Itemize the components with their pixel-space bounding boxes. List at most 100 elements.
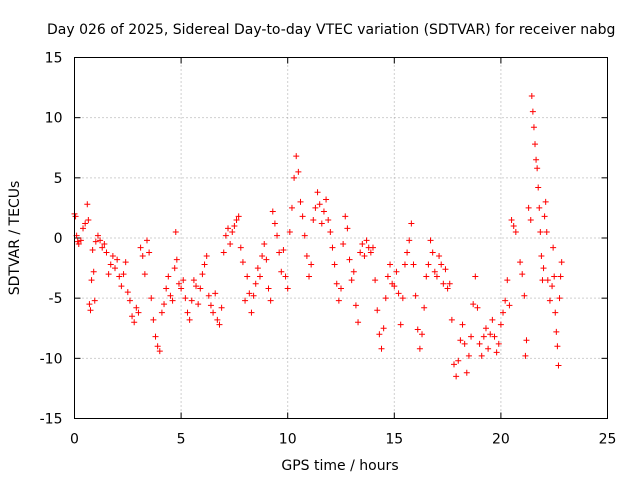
data-point-marker [306, 273, 313, 280]
data-point-marker [172, 228, 179, 235]
data-point-marker [384, 273, 391, 280]
data-point-marker [316, 201, 323, 208]
data-point-marker [91, 297, 98, 304]
data-point-marker [178, 285, 185, 292]
data-point-marker [421, 304, 428, 311]
data-point-marker [374, 307, 381, 314]
data-point-marker [450, 361, 457, 368]
x-tick-label: 0 [70, 432, 79, 448]
data-point-marker [557, 273, 564, 280]
data-point-marker [541, 213, 548, 220]
data-point-marker [205, 292, 212, 299]
data-point-marker [276, 249, 283, 256]
data-point-marker [380, 325, 387, 332]
data-point-marker [244, 273, 251, 280]
y-tick-label: 5 [54, 171, 63, 187]
data-point-marker [299, 213, 306, 220]
x-tick-label: 25 [599, 432, 617, 448]
data-point-marker [225, 225, 232, 232]
data-point-marker [252, 280, 259, 287]
data-point-marker [538, 253, 545, 260]
data-point-marker [154, 343, 161, 350]
data-point-marker [542, 198, 549, 205]
data-point-marker [457, 337, 464, 344]
data-point-marker [180, 277, 187, 284]
data-point-marker [184, 309, 191, 316]
data-point-marker [551, 273, 558, 280]
data-point-marker [175, 280, 182, 287]
data-point-marker [250, 292, 257, 299]
data-point-marker [188, 297, 195, 304]
data-point-marker [109, 253, 116, 260]
data-point-marker [397, 321, 404, 328]
data-point-marker [80, 225, 87, 232]
data-point-marker [342, 213, 349, 220]
data-point-marker [171, 265, 178, 272]
data-point-marker [99, 244, 106, 251]
data-point-marker [169, 297, 176, 304]
data-point-marker [148, 295, 155, 302]
data-point-marker [82, 220, 89, 227]
data-point-marker [182, 295, 189, 302]
data-point-marker [90, 268, 97, 275]
data-point-marker [293, 153, 300, 160]
data-point-marker [85, 216, 92, 223]
data-point-marker [278, 268, 285, 275]
data-point-marker [89, 247, 96, 254]
data-point-marker [404, 249, 411, 256]
data-point-marker [286, 228, 293, 235]
data-point-marker [193, 283, 200, 290]
data-point-marker [478, 352, 485, 359]
data-point-marker [197, 285, 204, 292]
data-point-marker [527, 216, 534, 223]
data-point-marker [427, 237, 434, 244]
data-point-marker [139, 253, 146, 260]
data-point-marker [433, 273, 440, 280]
data-point-marker [554, 343, 561, 350]
data-point-marker [536, 204, 543, 211]
x-tick-label: 15 [385, 432, 403, 448]
data-point-marker [101, 241, 108, 248]
data-point-marker [325, 216, 332, 223]
data-point-marker [399, 295, 406, 302]
data-point-marker [429, 249, 436, 256]
data-point-marker [207, 302, 214, 309]
data-point-marker [355, 319, 362, 326]
data-point-marker [199, 271, 206, 278]
data-point-marker [284, 285, 291, 292]
data-point-marker [303, 253, 310, 260]
data-point-marker [465, 352, 472, 359]
data-point-marker [141, 271, 148, 278]
data-point-marker [558, 259, 565, 266]
data-point-marker [489, 316, 496, 323]
data-point-marker [112, 265, 119, 272]
data-point-marker [163, 285, 170, 292]
data-point-marker [534, 165, 541, 172]
chart-title: Day 026 of 2025, Sidereal Day-to-day VTE… [47, 22, 615, 38]
data-point-marker [556, 295, 563, 302]
data-point-marker [301, 232, 308, 239]
data-point-marker [186, 316, 193, 323]
data-point-marker [525, 204, 532, 211]
data-point-marker [414, 326, 421, 333]
data-point-marker [553, 328, 560, 335]
data-point-marker [495, 340, 502, 347]
x-tick-label: 5 [177, 432, 186, 448]
data-point-marker [363, 237, 370, 244]
data-point-marker [410, 261, 417, 268]
data-point-marker [254, 265, 261, 272]
data-point-marker [408, 220, 415, 227]
data-point-marker [312, 204, 319, 211]
data-point-marker [482, 325, 489, 332]
data-point-marker [510, 222, 517, 229]
data-point-marker [195, 301, 202, 308]
data-point-marker [269, 208, 276, 215]
data-point-marker [480, 333, 487, 340]
data-point-marker [220, 249, 227, 256]
data-point-marker [248, 309, 255, 316]
data-point-marker [233, 216, 240, 223]
grid-lines [74, 57, 608, 419]
data-point-marker [201, 261, 208, 268]
y-tick-label: 15 [45, 51, 63, 67]
data-point-marker [116, 273, 123, 280]
